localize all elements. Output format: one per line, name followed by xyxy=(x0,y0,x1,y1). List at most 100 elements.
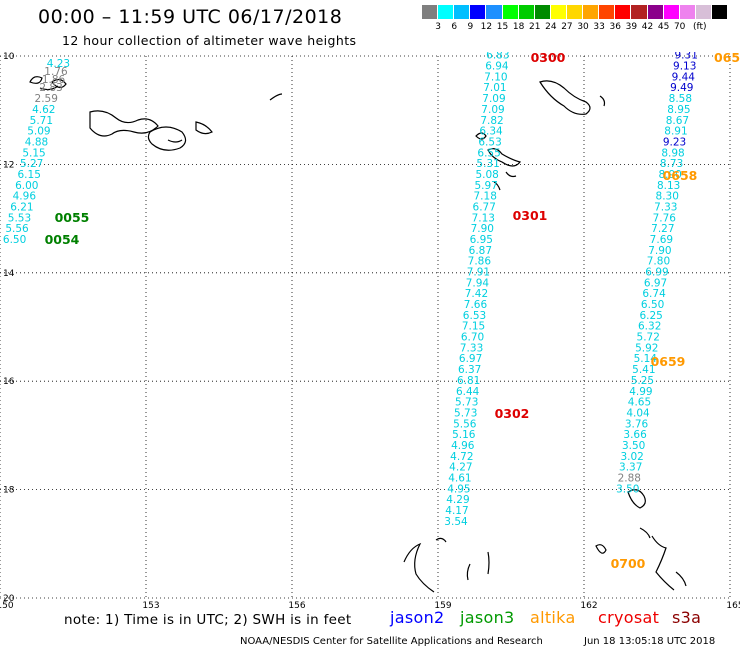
wave-height-value: 6.74 xyxy=(642,288,666,300)
lon-tick-label: 162 xyxy=(580,601,597,611)
wave-height-value: 7.10 xyxy=(484,71,507,83)
wave-height-value: 5.14 xyxy=(634,353,658,365)
wave-height-map: 150 153 156 159 162 165 10 12 14 16 18 20 4.231.761… xyxy=(0,52,740,611)
wave-height-value: 7.42 xyxy=(465,288,488,300)
wave-height-value: 9.49 xyxy=(670,82,693,94)
wave-height-value: 7.69 xyxy=(650,234,673,246)
wave-height-value: 5.73 xyxy=(455,397,478,409)
colorbar xyxy=(422,5,729,19)
island-shape xyxy=(39,85,59,91)
colorbar-label: 27 xyxy=(561,22,573,32)
wave-height-value: 5.09 xyxy=(27,126,50,138)
wave-height-value: 9.23 xyxy=(663,136,686,148)
wave-height-value: 5.56 xyxy=(453,418,477,430)
island-shape xyxy=(403,542,435,593)
wave-height-value: 6.81 xyxy=(457,375,480,387)
coastlines xyxy=(29,76,687,593)
colorbar-swatch xyxy=(663,5,680,19)
wave-height-value: 6.70 xyxy=(461,332,484,344)
wave-height-value: 8.58 xyxy=(669,93,692,105)
pass-time-label: 0700 xyxy=(611,556,646,571)
wave-height-value: 8.67 xyxy=(666,115,689,127)
wave-height-value: 7.80 xyxy=(647,256,670,268)
wave-height-value: 3.54 xyxy=(444,516,468,528)
wave-height-value: 7.18 xyxy=(474,191,497,203)
wave-height-value: 2.83 xyxy=(39,82,62,94)
colorbar-swatch xyxy=(486,5,503,19)
wave-height-value: 6.83 xyxy=(486,52,509,62)
island-shape xyxy=(195,121,213,135)
wave-height-value: 6.44 xyxy=(456,386,480,398)
wave-height-value: 7.90 xyxy=(648,245,671,257)
wave-height-value: 3.50 xyxy=(616,483,639,495)
colorbar-label: 36 xyxy=(609,22,621,32)
wave-height-value: 5.25 xyxy=(631,375,654,387)
wave-height-value: 4.62 xyxy=(32,104,55,116)
colorbar-label: 12 xyxy=(480,22,493,32)
pass-time-label: 0055 xyxy=(55,210,90,225)
wave-height-value: 8.91 xyxy=(664,126,687,138)
lat-tick-label: 20 xyxy=(3,594,15,604)
wave-height-value: 4.95 xyxy=(447,483,470,495)
wave-height-value: 9.31 xyxy=(675,52,698,62)
pass-time-label: 065 xyxy=(714,52,740,65)
wave-height-value: 8.90 xyxy=(658,169,681,181)
wave-height-value: 3.66 xyxy=(623,429,647,441)
colorbar-label: 24 xyxy=(545,22,557,32)
map-grid: 150 153 156 159 162 165 10 12 14 16 18 20 xyxy=(0,52,740,611)
wave-height-value: 7.90 xyxy=(471,223,494,235)
wave-height-value: 4.23 xyxy=(47,58,70,70)
satellite-legend-jason3: jason3 xyxy=(460,608,515,627)
colorbar-label: 42 xyxy=(641,22,654,32)
wave-height-value: 6.97 xyxy=(459,353,482,365)
island-shape xyxy=(539,80,591,115)
wave-height-value: 5.53 xyxy=(8,212,31,224)
lon-tick-label: 150 xyxy=(0,601,14,611)
wave-height-value: 5.16 xyxy=(452,429,476,441)
wave-height-value: 6.77 xyxy=(473,201,496,213)
colorbar-label: (ft) xyxy=(693,22,707,32)
footer-timestamp: Jun 18 13:05:18 UTC 2018 xyxy=(584,636,716,647)
wave-height-value: 7.94 xyxy=(466,277,490,289)
wave-height-value: 1.86 xyxy=(42,74,66,86)
wave-height-value: 2.59 xyxy=(35,93,58,105)
wave-height-value: 3.76 xyxy=(625,418,649,430)
wave-height-value: 7.66 xyxy=(464,299,488,311)
satellite-legend-cryosat: cryosat xyxy=(598,608,660,627)
colorbar-swatch xyxy=(422,5,439,19)
pass-time-label: 0302 xyxy=(495,406,530,421)
pass-time-labels: 0055 0054 0300 0301 0302 065 0658 0659 0700 xyxy=(45,52,740,571)
island-shape xyxy=(505,171,517,178)
wave-height-value: 4.96 xyxy=(451,440,475,452)
colorbar-labels: 3 6 9 12 15 18 21 24 27 30 33 36 39 42 45 70 (ft) xyxy=(422,22,732,34)
wave-height-value: 4.61 xyxy=(448,472,471,484)
lat-tick-label: 14 xyxy=(3,269,15,279)
wave-height-value: 7.33 xyxy=(460,342,483,354)
colorbar-swatch xyxy=(631,5,648,19)
wave-height-value: 7.91 xyxy=(467,267,490,279)
colorbar-swatch xyxy=(566,5,584,19)
island-shape xyxy=(475,132,487,140)
altimeter-tracks: 4.231.761.862.832.594.625.715.094.885.15… xyxy=(3,52,698,528)
satellite-legend-altika: altika xyxy=(530,608,576,627)
colorbar-label: 15 xyxy=(496,22,509,32)
island-shape xyxy=(595,544,607,554)
wave-height-value: 4.29 xyxy=(446,494,469,506)
island-shape xyxy=(493,181,501,191)
wave-height-value: 6.94 xyxy=(485,61,509,73)
note-text: note: 1) Time is in UTC; 2) SWH is in fe… xyxy=(64,612,352,628)
wave-height-value: 5.73 xyxy=(454,407,477,419)
wave-height-value: 6.25 xyxy=(639,310,662,322)
wave-height-value: 5.41 xyxy=(632,364,655,376)
wave-height-value: 1.76 xyxy=(44,66,68,78)
wave-height-value: 4.99 xyxy=(629,386,652,398)
colorbar-label: 3 xyxy=(435,22,441,32)
lat-tick-label: 10 xyxy=(3,52,15,62)
island-shape xyxy=(167,139,183,143)
wave-height-value: 5.27 xyxy=(20,158,43,170)
colorbar-label: 9 xyxy=(467,22,474,32)
colorbar-swatch xyxy=(599,5,616,19)
wave-height-value: 5.71 xyxy=(30,115,53,127)
wave-height-value: 8.98 xyxy=(661,147,684,159)
wave-height-value: 4.96 xyxy=(13,191,37,203)
